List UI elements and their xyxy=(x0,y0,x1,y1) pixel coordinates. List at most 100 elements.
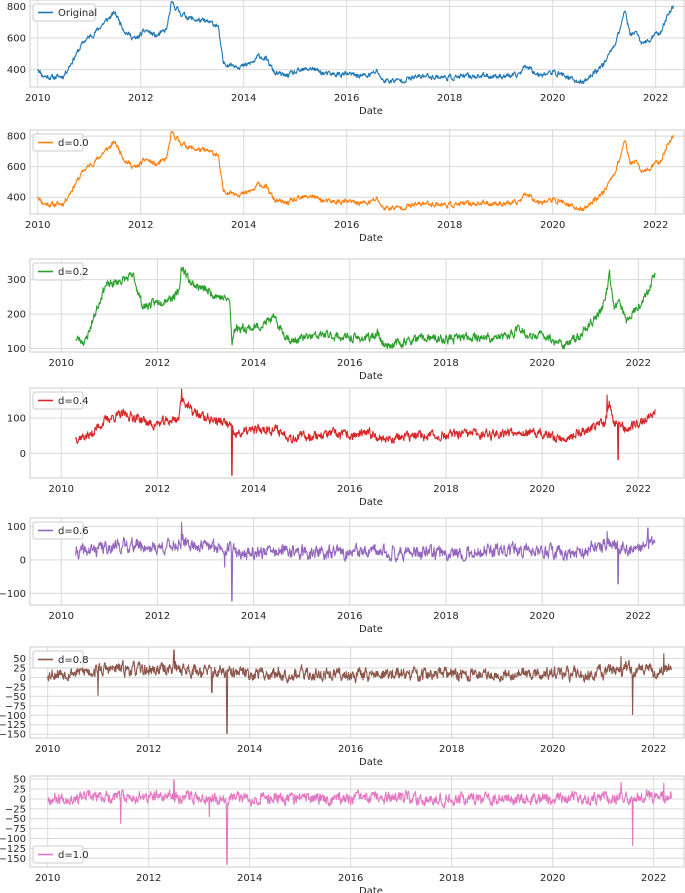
series-line xyxy=(75,266,656,350)
axes-frame xyxy=(29,0,685,88)
y-tick-label: −150 xyxy=(0,730,26,741)
x-tick-label: 2022 xyxy=(641,873,666,884)
x-tick-label: 2020 xyxy=(540,93,565,104)
x-tick-label: 2022 xyxy=(643,220,668,231)
legend: d=0.6 xyxy=(32,521,89,540)
x-tick-label: 2022 xyxy=(626,611,651,622)
y-tick-label: −50 xyxy=(5,692,26,703)
x-tick-label: 2014 xyxy=(237,744,262,755)
y-tick-label: 100 xyxy=(7,414,26,425)
legend-box xyxy=(32,650,84,669)
x-tick-label: 2018 xyxy=(433,611,458,622)
y-tick-label: −100 xyxy=(0,711,26,722)
y-tick-label: 0 xyxy=(20,794,26,805)
legend-label: d=0.8 xyxy=(58,655,89,666)
x-tick-label: 2018 xyxy=(439,744,464,755)
y-tick-label: −25 xyxy=(5,682,26,693)
y-tick-label: 800 xyxy=(7,2,26,13)
y-tick-label: −125 xyxy=(0,720,26,731)
x-axis-label: Date xyxy=(359,886,383,893)
y-tick-label: 800 xyxy=(7,132,26,143)
x-tick-label: 2018 xyxy=(433,484,458,495)
chart-panel-0: 2010 2012 2014 2016 2018 2020 2022 400 600 800 Dat… xyxy=(7,0,685,117)
chart-panel-3: 2010 2012 2014 2016 2018 2020 2022 0 100 Date d=0.… xyxy=(7,387,685,508)
y-tick-label: −75 xyxy=(5,701,26,712)
axes-frame xyxy=(29,258,685,353)
x-tick-label: 2010 xyxy=(25,220,50,231)
x-tick-label: 2020 xyxy=(529,358,554,369)
x-tick-label: 2010 xyxy=(35,744,60,755)
y-tick-label: 100 xyxy=(7,344,26,355)
x-tick-label: 2022 xyxy=(643,93,668,104)
y-tick-label: 200 xyxy=(7,310,26,321)
series-line xyxy=(47,649,672,735)
axes-frame xyxy=(29,517,685,606)
y-tick-label: 50 xyxy=(13,775,26,786)
x-tick-label: 2012 xyxy=(128,93,153,104)
y-tick-label: 100 xyxy=(7,522,26,533)
x-tick-label: 2014 xyxy=(237,873,262,884)
axes-frame xyxy=(29,775,685,868)
x-tick-label: 2016 xyxy=(338,873,363,884)
legend-label: d=0.6 xyxy=(58,526,89,537)
axes-frame xyxy=(29,646,685,739)
y-tick-label: −100 xyxy=(0,589,26,600)
x-tick-label: 2016 xyxy=(337,358,362,369)
legend-box xyxy=(32,262,84,281)
chart-panel-4: 2010 2012 2014 2016 2018 2020 2022 −100 0 100 Date… xyxy=(0,517,685,635)
x-tick-label: 2010 xyxy=(49,358,74,369)
x-tick-label: 2020 xyxy=(540,873,565,884)
legend: d=0.2 xyxy=(32,262,89,281)
x-tick-label: 2012 xyxy=(128,220,153,231)
x-tick-label: 2016 xyxy=(338,744,363,755)
x-tick-label: 2010 xyxy=(49,484,74,495)
x-tick-label: 2022 xyxy=(626,358,651,369)
legend: d=0.0 xyxy=(32,133,89,152)
x-tick-label: 2020 xyxy=(529,611,554,622)
x-axis-label: Date xyxy=(359,371,383,382)
x-tick-label: 2012 xyxy=(145,484,170,495)
x-tick-label: 2022 xyxy=(641,744,666,755)
legend: Original xyxy=(32,3,97,22)
chart-panel-1: 2010 2012 2014 2016 2018 2020 2022 400 600 800 Dat… xyxy=(7,129,685,244)
y-tick-label: 400 xyxy=(7,193,26,204)
x-tick-label: 2016 xyxy=(337,611,362,622)
x-axis-label: Date xyxy=(359,233,383,244)
x-tick-label: 2020 xyxy=(529,484,554,495)
series-line xyxy=(75,388,656,476)
series-line xyxy=(75,521,656,602)
x-axis-label: Date xyxy=(359,624,383,635)
legend: d=0.8 xyxy=(32,650,89,669)
y-tick-label: 0 xyxy=(20,449,26,460)
legend-label: d=0.0 xyxy=(58,138,89,149)
legend-box xyxy=(32,391,84,410)
x-tick-label: 2014 xyxy=(241,358,266,369)
series-line xyxy=(47,779,672,865)
y-tick-label: 400 xyxy=(7,65,26,76)
y-tick-label: −150 xyxy=(0,854,26,865)
legend-box xyxy=(32,521,84,540)
x-tick-label: 2016 xyxy=(337,484,362,495)
y-tick-label: 600 xyxy=(7,162,26,173)
chart-panel-6: 2010 2012 2014 2016 2018 2020 2022 −150−125−100… xyxy=(0,775,685,893)
y-tick-label: 600 xyxy=(7,33,26,44)
y-tick-label: −25 xyxy=(5,804,26,815)
chart-panel-5: 2010 2012 2014 2016 2018 2020 2022 −150−125−100… xyxy=(0,646,685,768)
x-tick-label: 2020 xyxy=(540,744,565,755)
x-tick-label: 2018 xyxy=(437,220,462,231)
y-tick-label: 25 xyxy=(13,663,26,674)
x-tick-label: 2014 xyxy=(231,93,256,104)
x-tick-label: 2014 xyxy=(241,484,266,495)
y-tick-label: 25 xyxy=(13,785,26,796)
x-tick-label: 2014 xyxy=(241,611,266,622)
series-line xyxy=(37,130,674,212)
x-tick-label: 2018 xyxy=(439,873,464,884)
axes-frame xyxy=(29,387,685,479)
legend-box xyxy=(32,133,84,152)
legend-label: Original xyxy=(58,8,97,19)
legend: d=1.0 xyxy=(32,845,89,864)
x-tick-label: 2016 xyxy=(334,93,359,104)
x-tick-label: 2022 xyxy=(626,484,651,495)
y-tick-label: 300 xyxy=(7,275,26,286)
x-tick-label: 2012 xyxy=(145,611,170,622)
